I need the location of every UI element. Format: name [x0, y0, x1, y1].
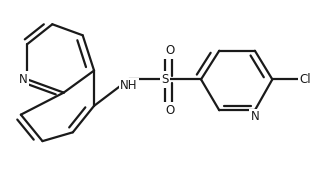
Text: O: O — [165, 44, 174, 57]
Text: Cl: Cl — [300, 73, 311, 86]
Text: N: N — [250, 110, 259, 123]
Text: N: N — [18, 73, 27, 86]
Text: O: O — [165, 104, 174, 117]
Text: S: S — [161, 73, 169, 86]
Text: NH: NH — [120, 79, 138, 92]
